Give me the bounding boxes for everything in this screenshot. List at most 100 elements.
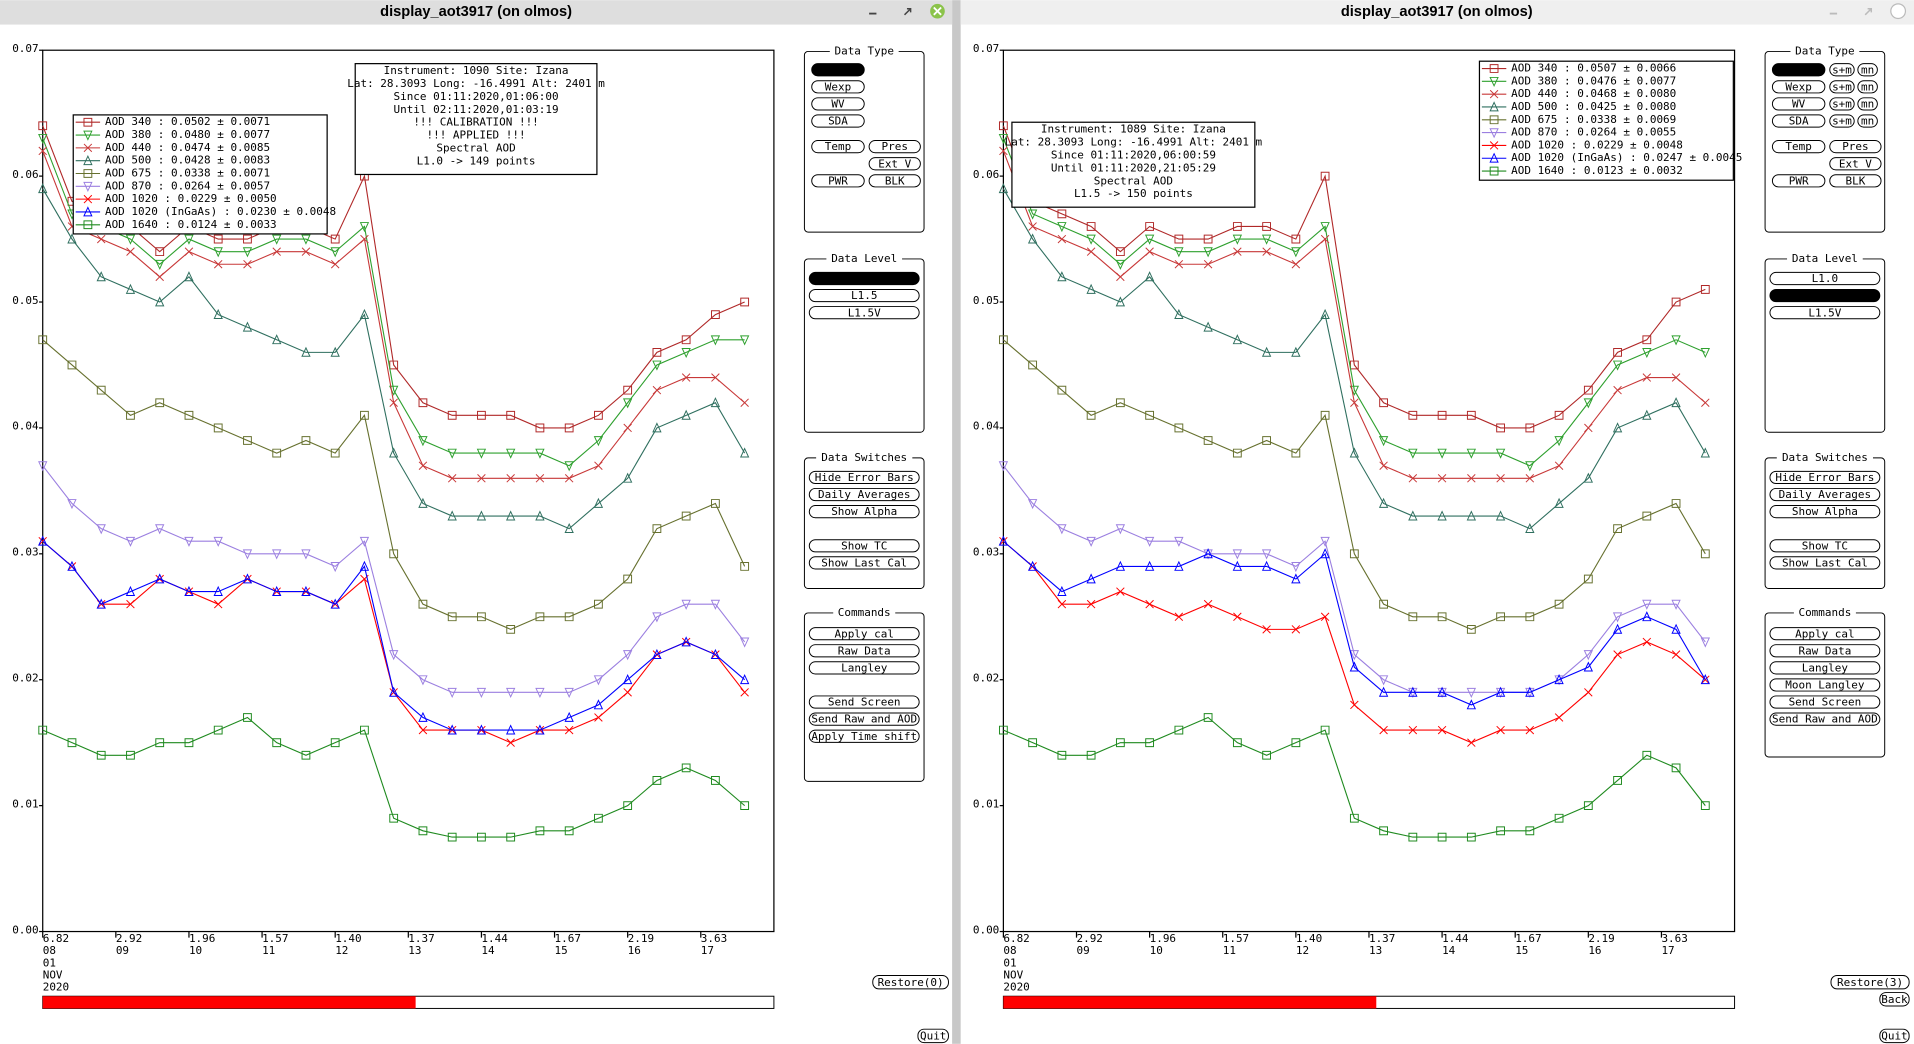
button-label[interactable]: Show Alpha — [1792, 505, 1858, 518]
button[interactable] — [1769, 487, 1881, 502]
button[interactable] — [811, 63, 865, 77]
button[interactable] — [1771, 140, 1826, 154]
button[interactable] — [1769, 712, 1881, 726]
button[interactable] — [1769, 271, 1881, 286]
button[interactable] — [808, 487, 920, 502]
maximize-button[interactable] — [1864, 7, 1873, 16]
button-label[interactable]: Quit — [920, 1030, 946, 1043]
button-label[interactable]: mn — [1861, 115, 1874, 128]
button-label[interactable]: Restore(3) — [1837, 976, 1903, 989]
button[interactable] — [1771, 63, 1826, 77]
button-label[interactable]: Show Last Cal — [821, 557, 907, 570]
button-label[interactable]: Show Last Cal — [1782, 557, 1868, 570]
button[interactable] — [808, 729, 920, 743]
button[interactable] — [1769, 505, 1881, 519]
button-label[interactable]: PWR — [828, 174, 848, 187]
button[interactable] — [808, 661, 920, 675]
button-label[interactable]: s+m — [1832, 80, 1852, 93]
button-label[interactable]: s+m — [1832, 115, 1852, 128]
button-label[interactable]: Raw Data — [1798, 644, 1851, 657]
button-label[interactable]: SDA — [828, 115, 848, 128]
button[interactable] — [808, 470, 920, 485]
scroll-thumb[interactable] — [1003, 996, 1377, 1009]
button[interactable] — [1857, 63, 1878, 77]
button-label[interactable]: Apply cal — [1795, 627, 1854, 640]
button-label[interactable]: Show Alpha — [831, 505, 897, 518]
button-label[interactable]: Daily Averages — [818, 488, 910, 501]
button[interactable] — [808, 271, 920, 286]
maximize-button[interactable] — [903, 7, 912, 16]
button-label[interactable]: Wexp — [825, 80, 851, 93]
button-label[interactable]: Daily Averages — [1779, 488, 1871, 501]
button[interactable] — [1769, 556, 1881, 570]
button[interactable] — [1829, 157, 1882, 171]
button[interactable] — [1771, 114, 1826, 128]
button-label[interactable]: L1.5V — [848, 306, 881, 319]
button-label[interactable]: Hide Error Bars — [1775, 471, 1874, 484]
button[interactable] — [1771, 174, 1826, 188]
button[interactable] — [1769, 661, 1881, 675]
button[interactable] — [1769, 678, 1881, 692]
button[interactable] — [1769, 627, 1881, 641]
button-label[interactable]: WV — [831, 98, 845, 111]
button-label[interactable]: L1.5 — [1812, 289, 1838, 302]
button-label[interactable]: Show TC — [1802, 539, 1848, 552]
scroll-thumb[interactable] — [42, 996, 416, 1009]
button-label[interactable]: mn — [1861, 80, 1874, 93]
button-label[interactable]: Send Screen — [828, 696, 901, 709]
button[interactable] — [1879, 1028, 1910, 1044]
button[interactable] — [1829, 114, 1855, 128]
button[interactable] — [811, 140, 865, 154]
button[interactable] — [917, 1028, 949, 1044]
button[interactable] — [1829, 174, 1882, 188]
button-label[interactable]: Apply Time shift — [811, 730, 917, 743]
button-label[interactable]: WV — [1792, 98, 1806, 111]
button-label[interactable]: Apply cal — [835, 627, 894, 640]
button-label[interactable]: AOD — [1789, 63, 1809, 76]
button[interactable] — [1829, 97, 1855, 111]
button-label[interactable]: Langley — [841, 661, 888, 674]
button[interactable] — [868, 174, 921, 188]
button-label[interactable]: Ext V — [1839, 157, 1872, 170]
button-label[interactable]: Hide Error Bars — [815, 471, 914, 484]
button-label[interactable]: BLK — [885, 174, 905, 187]
button[interactable] — [808, 505, 920, 519]
button-label[interactable]: L1.0 — [1812, 272, 1838, 285]
button-label[interactable]: Wexp — [1785, 80, 1811, 93]
button-label[interactable]: L1.0 — [851, 272, 877, 285]
button-label[interactable]: Temp — [825, 140, 851, 153]
button[interactable] — [868, 157, 921, 171]
button[interactable] — [1857, 114, 1878, 128]
button-label[interactable]: L1.5 — [851, 289, 877, 302]
button[interactable] — [1769, 470, 1881, 485]
button-label[interactable]: Pres — [1842, 140, 1868, 153]
button[interactable] — [1769, 539, 1881, 553]
button[interactable] — [811, 174, 865, 188]
button-label[interactable]: PWR — [1789, 174, 1809, 187]
button-label[interactable]: Raw Data — [838, 644, 891, 657]
button[interactable] — [1769, 644, 1881, 658]
button[interactable] — [808, 556, 920, 570]
button-label[interactable]: Show TC — [841, 539, 887, 552]
button[interactable] — [868, 140, 921, 154]
button-label[interactable]: Temp — [1785, 140, 1811, 153]
button[interactable] — [1879, 992, 1910, 1007]
button[interactable] — [1857, 80, 1878, 94]
button-label[interactable]: AOD — [828, 63, 848, 76]
button-label[interactable]: Pres — [882, 140, 908, 153]
button-label[interactable]: L1.5V — [1808, 306, 1841, 319]
button[interactable] — [808, 306, 920, 320]
button[interactable] — [811, 114, 865, 128]
button[interactable] — [872, 974, 949, 990]
button-label[interactable]: SDA — [1789, 115, 1809, 128]
button-label[interactable]: s+m — [1832, 63, 1852, 76]
button[interactable] — [811, 97, 865, 111]
button[interactable] — [1769, 288, 1881, 303]
button-label[interactable]: Langley — [1802, 661, 1849, 674]
button-label[interactable]: Quit — [1881, 1030, 1907, 1043]
button[interactable] — [808, 627, 920, 641]
button[interactable] — [808, 539, 920, 553]
button-label[interactable]: Send Raw and AOD — [1772, 713, 1878, 726]
button[interactable] — [1829, 140, 1882, 154]
button[interactable] — [811, 80, 865, 94]
